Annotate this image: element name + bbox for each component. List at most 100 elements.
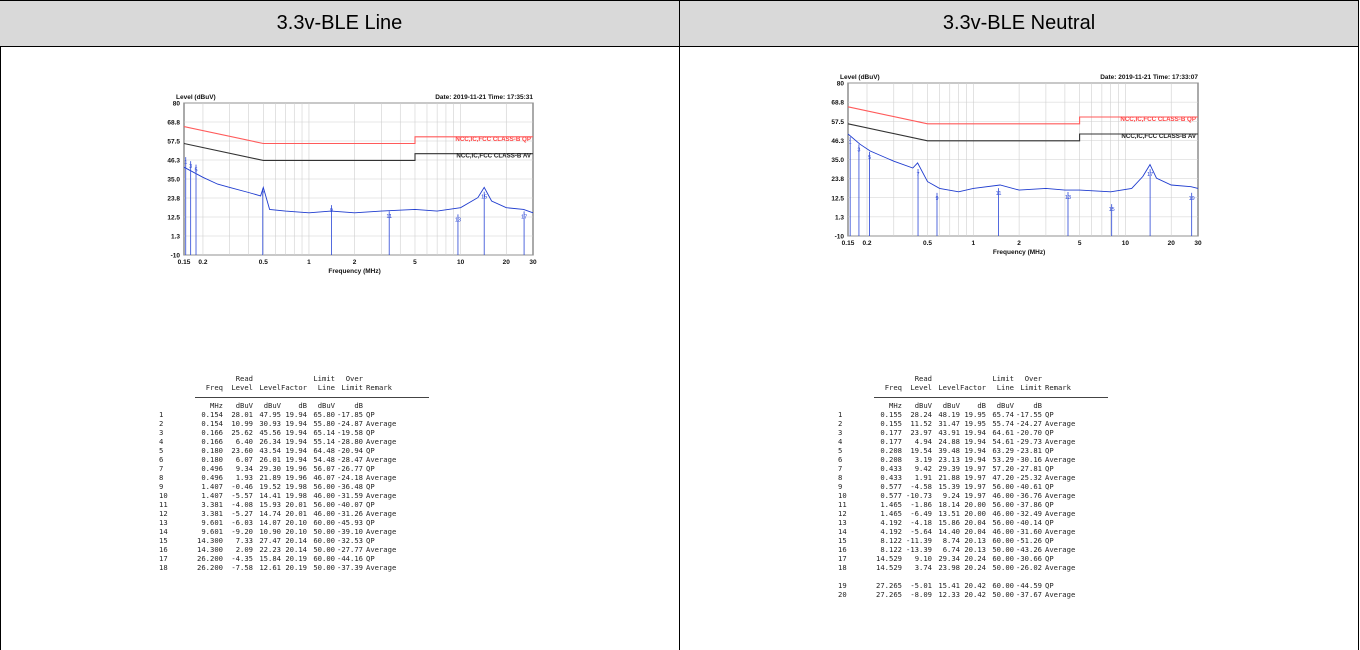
table-header-cell: dB — [298, 401, 307, 410]
table-cell: 0.208 — [880, 446, 902, 455]
table-cell: 19.94 — [285, 455, 307, 464]
y-tick-label: 35.0 — [167, 177, 180, 184]
table-cell: 1.91 — [914, 473, 932, 482]
table-cell: -26.77 — [337, 464, 363, 473]
table-cell: 29.34 — [938, 554, 960, 563]
x-axis-label: Frequency (MHz) — [993, 249, 1045, 256]
table-cell: QP — [366, 554, 375, 563]
table-cell: QP — [366, 428, 375, 437]
table-cell: 14.300 — [197, 545, 223, 554]
table-units-row: MHz dBuV dBuV dB dBuV dB — [838, 401, 1258, 410]
table-cell: 20.42 — [964, 590, 986, 599]
table-cell: 23.13 — [938, 455, 960, 464]
marker-label: 17 — [521, 214, 527, 220]
table-cell: 0.166 — [201, 428, 223, 437]
table-cell: 64.61 — [992, 428, 1014, 437]
table-cell: 0.180 — [201, 455, 223, 464]
table-cell: 20.00 — [964, 500, 986, 509]
qp-limit-label: NCC,IC,FCC CLASS-B QP — [1120, 116, 1196, 123]
table-cell: 19.97 — [964, 482, 986, 491]
table-cell: 64.48 — [313, 446, 335, 455]
table-row: 4 0.166 6.40 26.34 19.94 55.14 -28.80 Average — [159, 437, 579, 446]
table-cell: 20.24 — [964, 554, 986, 563]
table-cell: 46.00 — [992, 509, 1014, 518]
marker-label: 13 — [455, 217, 461, 223]
table-cell: 19.97 — [964, 464, 986, 473]
table-cell: 46.00 — [992, 491, 1014, 500]
table-cell: -26.02 — [1016, 563, 1042, 572]
table-row: 17 14.529 9.10 29.34 20.24 60.00 -30.66 QP — [838, 554, 1258, 563]
y-tick-label: 1.3 — [835, 214, 844, 221]
table-cell: -32.49 — [1016, 509, 1042, 518]
table-cell: 27.265 — [876, 590, 902, 599]
table-cell: 23.98 — [938, 563, 960, 572]
table-cell: 0.155 — [880, 410, 902, 419]
table-header-cell: dBuV — [996, 401, 1014, 410]
table-cell: -40.61 — [1016, 482, 1042, 491]
table-cell: -7.58 — [231, 563, 253, 572]
table-cell: 5 — [159, 446, 164, 455]
table-cell: 17 — [838, 554, 847, 563]
line-panel: 80 68.8 57.5 46.3 35.0 23.8 12.5 1.3 -10 0.15 0.2 0… — [1, 48, 679, 650]
x-tick-label: 0.2 — [862, 240, 871, 247]
line-emission-chart: 80 68.8 57.5 46.3 35.0 23.8 12.5 1.3 -100.15 0.2 0… — [167, 94, 537, 275]
table-cell: -40.14 — [1016, 518, 1042, 527]
table-cell: -28.80 — [337, 437, 363, 446]
y-tick-label: -10 — [835, 234, 845, 241]
qp-limit-line — [183, 126, 533, 145]
table-cell: Average — [1045, 455, 1076, 464]
table-row: 10 0.577 -10.73 9.24 19.97 46.00 -36.76 Average — [838, 491, 1258, 500]
table-cell: 0.177 — [880, 428, 902, 437]
table-cell: 1.465 — [880, 509, 902, 518]
table-cell: 24.88 — [938, 437, 960, 446]
marker-label: 3 — [189, 164, 192, 170]
table-row: 16 14.300 2.09 22.23 20.14 50.00 -27.77 Average — [159, 545, 579, 554]
table-cell: 19.94 — [964, 446, 986, 455]
table-cell: 56.00 — [313, 482, 335, 491]
table-cell: -32.53 — [337, 536, 363, 545]
table-row: 1 0.155 28.24 48.19 19.95 65.74 -17.55 QP — [838, 410, 1258, 419]
table-row: 15 14.300 7.33 27.47 20.14 60.00 -32.53 QP — [159, 536, 579, 545]
table-row: 10 1.407 -5.57 14.41 19.98 46.00 -31.59 Average — [159, 491, 579, 500]
table-cell: QP — [366, 500, 375, 509]
table-cell: 19.94 — [964, 428, 986, 437]
table-cell: -6.03 — [231, 518, 253, 527]
table-cell: -0.46 — [231, 482, 253, 491]
table-cell: 18 — [159, 563, 168, 572]
table-cell: 0.433 — [880, 473, 902, 482]
table-cell: 13 — [838, 518, 847, 527]
table-row: 11 3.381 -4.08 15.93 20.01 56.00 -40.07 QP — [159, 500, 579, 509]
table-cell: 16 — [838, 545, 847, 554]
table-cell: Average — [366, 563, 397, 572]
table-cell: 50.00 — [313, 527, 335, 536]
table-cell: Average — [1045, 419, 1076, 428]
table-cell: 8.122 — [880, 545, 902, 554]
table-cell: 6.40 — [235, 437, 253, 446]
table-row: 13 4.192 -4.18 15.86 20.04 56.00 -40.14 QP — [838, 518, 1258, 527]
table-cell: Average — [1045, 473, 1076, 482]
table-cell: 46.00 — [992, 527, 1014, 536]
table-row: 9 0.577 -4.58 15.39 19.97 56.00 -40.61 QP — [838, 482, 1258, 491]
table-cell: 6.74 — [942, 545, 960, 554]
table-header-cell: dBuV — [317, 401, 335, 410]
table-cell: 47.95 — [259, 410, 281, 419]
table-cell: 12.33 — [938, 590, 960, 599]
y-tick-label: -10 — [171, 253, 181, 260]
table-row: 8 0.496 1.93 21.89 19.96 46.07 -24.18 Average — [159, 473, 579, 482]
table-header-cell: Level — [231, 383, 253, 392]
table-header-cell: dB — [354, 401, 363, 410]
table-row: 2 0.154 10.99 30.93 19.94 55.80 -24.87 Average — [159, 419, 579, 428]
table-cell: QP — [1045, 554, 1054, 563]
table-gap-row — [838, 572, 1258, 581]
table-cell: QP — [366, 518, 375, 527]
neutral-emission-chart: 80 68.8 57.5 46.3 35.0 23.8 12.5 1.3 -100.15 0.2 0… — [831, 74, 1202, 256]
table-cell: 14.40 — [938, 527, 960, 536]
table-cell: 23.97 — [910, 428, 932, 437]
table-cell: 0.177 — [880, 437, 902, 446]
table-header-row-2: Freq Level Level Factor Line Limit Remark — [159, 383, 579, 392]
table-cell: 19.96 — [285, 473, 307, 482]
table-row: 12 3.381 -5.27 14.74 20.01 46.00 -31.26 Average — [159, 509, 579, 518]
table-cell: 63.29 — [992, 446, 1014, 455]
table-cell: 11 — [838, 500, 847, 509]
table-cell: 0.166 — [201, 437, 223, 446]
